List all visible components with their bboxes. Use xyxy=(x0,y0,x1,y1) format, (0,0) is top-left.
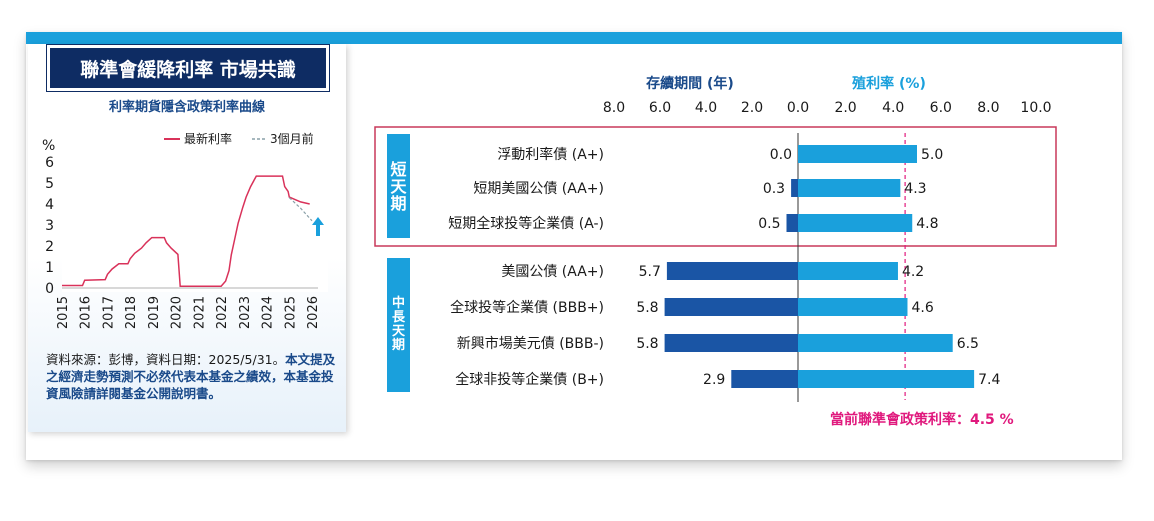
x-tick-label: 2018 xyxy=(124,296,139,329)
x-tick-label: 2017 xyxy=(101,296,116,329)
category-label: 短期美國公債 (AA+) xyxy=(473,181,604,197)
yield-tick-label: 10.0 xyxy=(1020,100,1051,116)
x-tick-label: 2016 xyxy=(79,296,94,329)
duration-value-label: 5.7 xyxy=(639,264,661,280)
duration-value-label: 0.3 xyxy=(763,181,785,197)
rate-lines xyxy=(62,175,318,289)
yield-bar xyxy=(798,145,917,163)
y-tick-label: 3 xyxy=(45,218,54,234)
x-tick-label: 2025 xyxy=(283,296,298,329)
x-tick-label: 2022 xyxy=(215,296,230,329)
latest-rate-line xyxy=(62,175,310,288)
bars: 浮動利率債 (A+) 0.0 5.0 短期美國公債 (AA+) 0.3 4.3 短期全球投等… xyxy=(448,145,1000,388)
x-tick-label: 2019 xyxy=(147,296,162,329)
duration-axis-title: 存續期間 (年) xyxy=(646,75,734,92)
policy-rate-note: 當前聯準會政策利率：4.5 % xyxy=(830,412,1014,428)
yield-axis-title: 殖利率 (%) xyxy=(851,75,926,92)
x-tick-label: 2015 xyxy=(56,296,71,329)
duration-value-label: 5.8 xyxy=(636,336,658,352)
category-label: 浮動利率債 (A+) xyxy=(497,146,604,163)
y-tick-label: 0 xyxy=(45,281,54,297)
duration-tick-label: 4.0 xyxy=(695,100,717,116)
yield-value-label: 6.5 xyxy=(957,336,979,352)
category-label: 新興市場美元債 (BBB-) xyxy=(457,335,604,352)
yield-tick-label: 6.0 xyxy=(930,100,952,116)
short-term-frame xyxy=(374,126,1057,247)
rate-curve-chart: % 最新利率 3個月前 0 1 2 3 4 5 6 2015 2016 2017 2018 2019… xyxy=(42,131,328,329)
group-label-short-text: 短天期 xyxy=(390,159,407,213)
yield-tick-label: 8.0 xyxy=(977,100,999,116)
duration-bar xyxy=(786,214,798,232)
category-label: 全球非投等企業債 (B+) xyxy=(455,371,604,388)
duration-tick-label: 0.0 xyxy=(787,100,809,116)
category-label: 美國公債 (AA+) xyxy=(501,264,604,280)
source-plain: 資料來源：彭博，資料日期：2025/5/31。 xyxy=(46,352,286,367)
x-tick-label: 2026 xyxy=(306,296,321,329)
x-tick-label: 2021 xyxy=(192,296,207,329)
x-tick-label: 2023 xyxy=(238,296,253,329)
yield-tick-label: 4.0 xyxy=(882,100,904,116)
y-tick-label: 2 xyxy=(45,239,54,255)
duration-bar xyxy=(664,334,798,352)
source-disclaimer: 本文提及之經濟走勢預測不必然代表本基金之績效，本基金投資風險請詳閱基金公開說明書… xyxy=(46,352,336,401)
duration-value-label: 2.9 xyxy=(703,372,725,388)
duration-value-label: 5.8 xyxy=(636,300,658,316)
legend-latest-label: 最新利率 xyxy=(184,131,232,146)
legend-3m-label: 3個月前 xyxy=(270,131,314,146)
duration-tick-label: 2.0 xyxy=(741,100,763,116)
duration-tick-label: 8.0 xyxy=(603,100,625,116)
x-tick-label: 2020 xyxy=(170,296,185,329)
yield-value-label: 5.0 xyxy=(921,147,943,163)
duration-bar xyxy=(731,370,798,388)
yield-bar xyxy=(798,262,898,280)
up-arrow-icon xyxy=(312,217,324,236)
duration-value-label: 0.0 xyxy=(770,147,792,163)
yield-value-label: 7.4 xyxy=(978,372,1000,388)
group-label-mid: 中長天期 xyxy=(387,258,410,392)
source-note: 資料來源：彭博，資料日期：2025/5/31。本文提及之經濟走勢預測不必然代表本… xyxy=(46,351,336,402)
yield-bar xyxy=(798,370,975,388)
y-tick-label: 1 xyxy=(45,260,54,276)
y-unit-label: % xyxy=(42,138,55,154)
y-tick-label: 5 xyxy=(45,176,54,192)
duration-tick-label: 6.0 xyxy=(649,100,671,116)
y-ticks: 0 1 2 3 4 5 6 xyxy=(45,155,54,297)
yield-bar xyxy=(798,179,901,197)
x-tick-label: 2024 xyxy=(261,296,276,329)
duration-bar xyxy=(791,179,798,197)
duration-bar xyxy=(664,298,798,316)
yield-tick-label: 2.0 xyxy=(834,100,856,116)
group-label-short: 短天期 xyxy=(387,134,410,238)
three-months-ago-line xyxy=(288,197,313,222)
top-axis-ticks: 8.0 6.0 4.0 2.0 0.0 2.0 4.0 6.0 8.0 10.0 xyxy=(603,100,1052,116)
yield-value-label: 4.3 xyxy=(904,181,926,197)
panel-title: 聯準會緩降利率 市場共識 xyxy=(47,45,329,91)
card-top-bar xyxy=(26,32,1122,44)
duration-bar xyxy=(666,262,798,280)
group-label-mid-text: 中長天期 xyxy=(391,296,405,353)
yield-bar xyxy=(798,298,908,316)
legend: 最新利率 3個月前 xyxy=(164,131,314,146)
yield-value-label: 4.8 xyxy=(916,216,938,232)
yield-bar xyxy=(798,214,913,232)
yield-value-label: 4.6 xyxy=(911,300,933,316)
y-tick-label: 6 xyxy=(45,155,54,171)
x-ticks: 2015 2016 2017 2018 2019 2020 2021 2022 2023 2024… xyxy=(56,296,321,329)
rate-curve-subtitle: 利率期貨隱含政策利率曲線 xyxy=(108,100,265,115)
y-tick-label: 4 xyxy=(45,197,54,213)
yield-value-label: 4.2 xyxy=(902,264,924,280)
category-label: 短期全球投等企業債 (A-) xyxy=(448,215,604,232)
duration-value-label: 0.5 xyxy=(758,216,780,232)
category-label: 全球投等企業債 (BBB+) xyxy=(450,299,604,316)
yield-bar xyxy=(798,334,953,352)
